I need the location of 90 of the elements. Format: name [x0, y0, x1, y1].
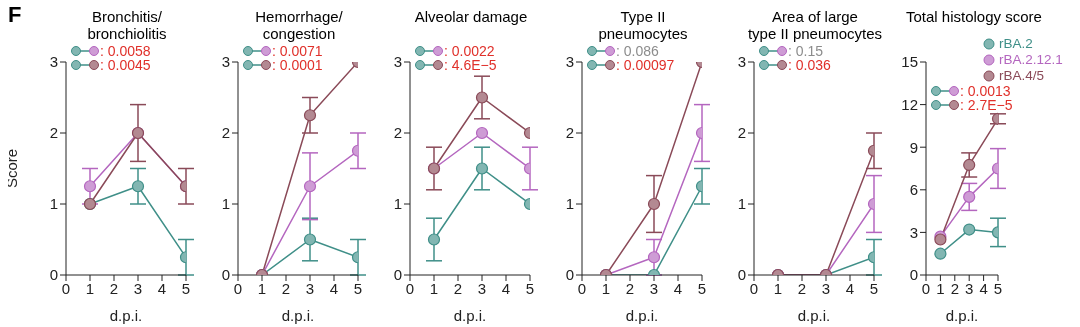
text: : 0.15 — [788, 43, 824, 59]
x-tick-label: 3 — [133, 279, 143, 297]
y-tick-label: 0 — [393, 266, 402, 284]
x-tick-label: 3 — [821, 279, 831, 297]
y-tick-label: 0 — [737, 266, 746, 284]
y-tick-label: 2 — [49, 124, 58, 142]
text: : 0.0022 — [444, 43, 495, 59]
x-tick-label: 4 — [673, 279, 683, 297]
x-tick-label: 3 — [477, 279, 487, 297]
annotation: : 4.6E−5 — [444, 57, 497, 73]
x-tick-label: 2 — [950, 279, 959, 297]
chart-title: Alveolar damage — [413, 8, 529, 25]
legend-label: rBA.2 — [998, 36, 1034, 52]
x-tick-label: 4 — [845, 279, 855, 297]
y-tick-label: 6 — [909, 181, 918, 199]
x-tick-label: 1 — [773, 279, 783, 297]
x-axis-title: d.p.i. — [281, 307, 315, 324]
y-tick-label: 3 — [565, 53, 574, 71]
x-axis-title: d.p.i. — [109, 307, 143, 324]
y-tick-label: 12 — [901, 95, 918, 113]
x-tick-label: 3 — [965, 279, 974, 297]
x-tick-label: 5 — [525, 279, 535, 297]
y-tick-label: 3 — [49, 53, 58, 71]
annotation: : 0.036 — [788, 57, 831, 73]
y-tick-label: 3 — [909, 223, 918, 241]
x-tick-label: 4 — [501, 279, 511, 297]
chart-title: Bronchitis/ bronchiolitis — [86, 8, 168, 42]
x-tick-label: 5 — [993, 279, 1003, 297]
x-axis-title: d.p.i. — [797, 307, 831, 324]
x-axis-title: d.p.i. — [625, 307, 659, 324]
y-tick-label: 0 — [565, 266, 574, 284]
x-tick-label: 0 — [921, 279, 931, 297]
x-tick-label: 5 — [869, 279, 879, 297]
x-tick-label: 4 — [329, 279, 339, 297]
chart-title: Total histology score — [906, 8, 1043, 25]
x-tick-label: 2 — [109, 279, 119, 297]
x-tick-label: 2 — [281, 279, 291, 297]
x-tick-label: 0 — [749, 279, 759, 297]
x-tick-label: 1 — [601, 279, 611, 297]
legend-label: rBA.4/5 — [998, 68, 1046, 84]
annotation: : 0.0001 — [272, 57, 323, 73]
x-tick-label: 1 — [429, 279, 439, 297]
y-tick-label: 9 — [909, 138, 918, 156]
x-axis-title: d.p.i. — [945, 307, 979, 324]
x-tick-label: 5 — [181, 279, 191, 297]
y-tick-label: 15 — [901, 53, 918, 71]
x-tick-label: 1 — [257, 279, 267, 297]
y-tick-label: 0 — [49, 266, 58, 284]
x-tick-label: 2 — [625, 279, 635, 297]
chart-title: Type II pneumocytes — [597, 8, 689, 42]
text: F — [8, 2, 22, 28]
x-tick-label: 4 — [157, 279, 167, 297]
x-tick-label: 5 — [697, 279, 707, 297]
x-tick-label: 0 — [233, 279, 243, 297]
text: : 0.086 — [616, 43, 659, 59]
text: : 0.0058 — [100, 43, 151, 59]
x-tick-label: 2 — [797, 279, 807, 297]
x-tick-label: 0 — [61, 279, 71, 297]
y-tick-label: 1 — [737, 195, 746, 213]
y-tick-label: 0 — [909, 266, 918, 284]
y-tick-label: 2 — [737, 124, 746, 142]
y-tick-label: 3 — [393, 53, 402, 71]
x-tick-label: 1 — [85, 279, 95, 297]
chart-title: Hemorrhage/ congestion — [254, 8, 344, 42]
x-tick-label: 0 — [577, 279, 587, 297]
y-tick-label: 2 — [393, 124, 402, 142]
chart-title: Area of large type II pneumocytes — [746, 8, 884, 42]
legend-label: rBA.2.12.1 — [998, 52, 1063, 68]
annotation: : 0.0045 — [100, 57, 151, 73]
x-tick-label: 3 — [649, 279, 659, 297]
text: : 0.0071 — [272, 43, 323, 59]
x-tick-label: 1 — [936, 279, 945, 297]
y-tick-label: 1 — [565, 195, 574, 213]
annotation: : 0.00097 — [616, 57, 675, 73]
x-tick-label: 5 — [353, 279, 363, 297]
y-tick-label: 3 — [221, 53, 230, 71]
x-axis-title: d.p.i. — [453, 307, 487, 324]
x-tick-label: 3 — [305, 279, 315, 297]
y-tick-label: 3 — [737, 53, 746, 71]
y-tick-label: 1 — [393, 195, 402, 213]
annotation: : 2.7E−5 — [960, 97, 1013, 113]
x-tick-label: 2 — [453, 279, 463, 297]
annotation: : 0.0013 — [960, 83, 1011, 99]
y-tick-label: 2 — [565, 124, 574, 142]
y-tick-label: 1 — [49, 195, 58, 213]
y-tick-label: 1 — [221, 195, 230, 213]
x-tick-label: 4 — [979, 279, 988, 297]
y-tick-label: 0 — [221, 266, 230, 284]
x-tick-label: 0 — [405, 279, 415, 297]
y-tick-label: 2 — [221, 124, 230, 142]
